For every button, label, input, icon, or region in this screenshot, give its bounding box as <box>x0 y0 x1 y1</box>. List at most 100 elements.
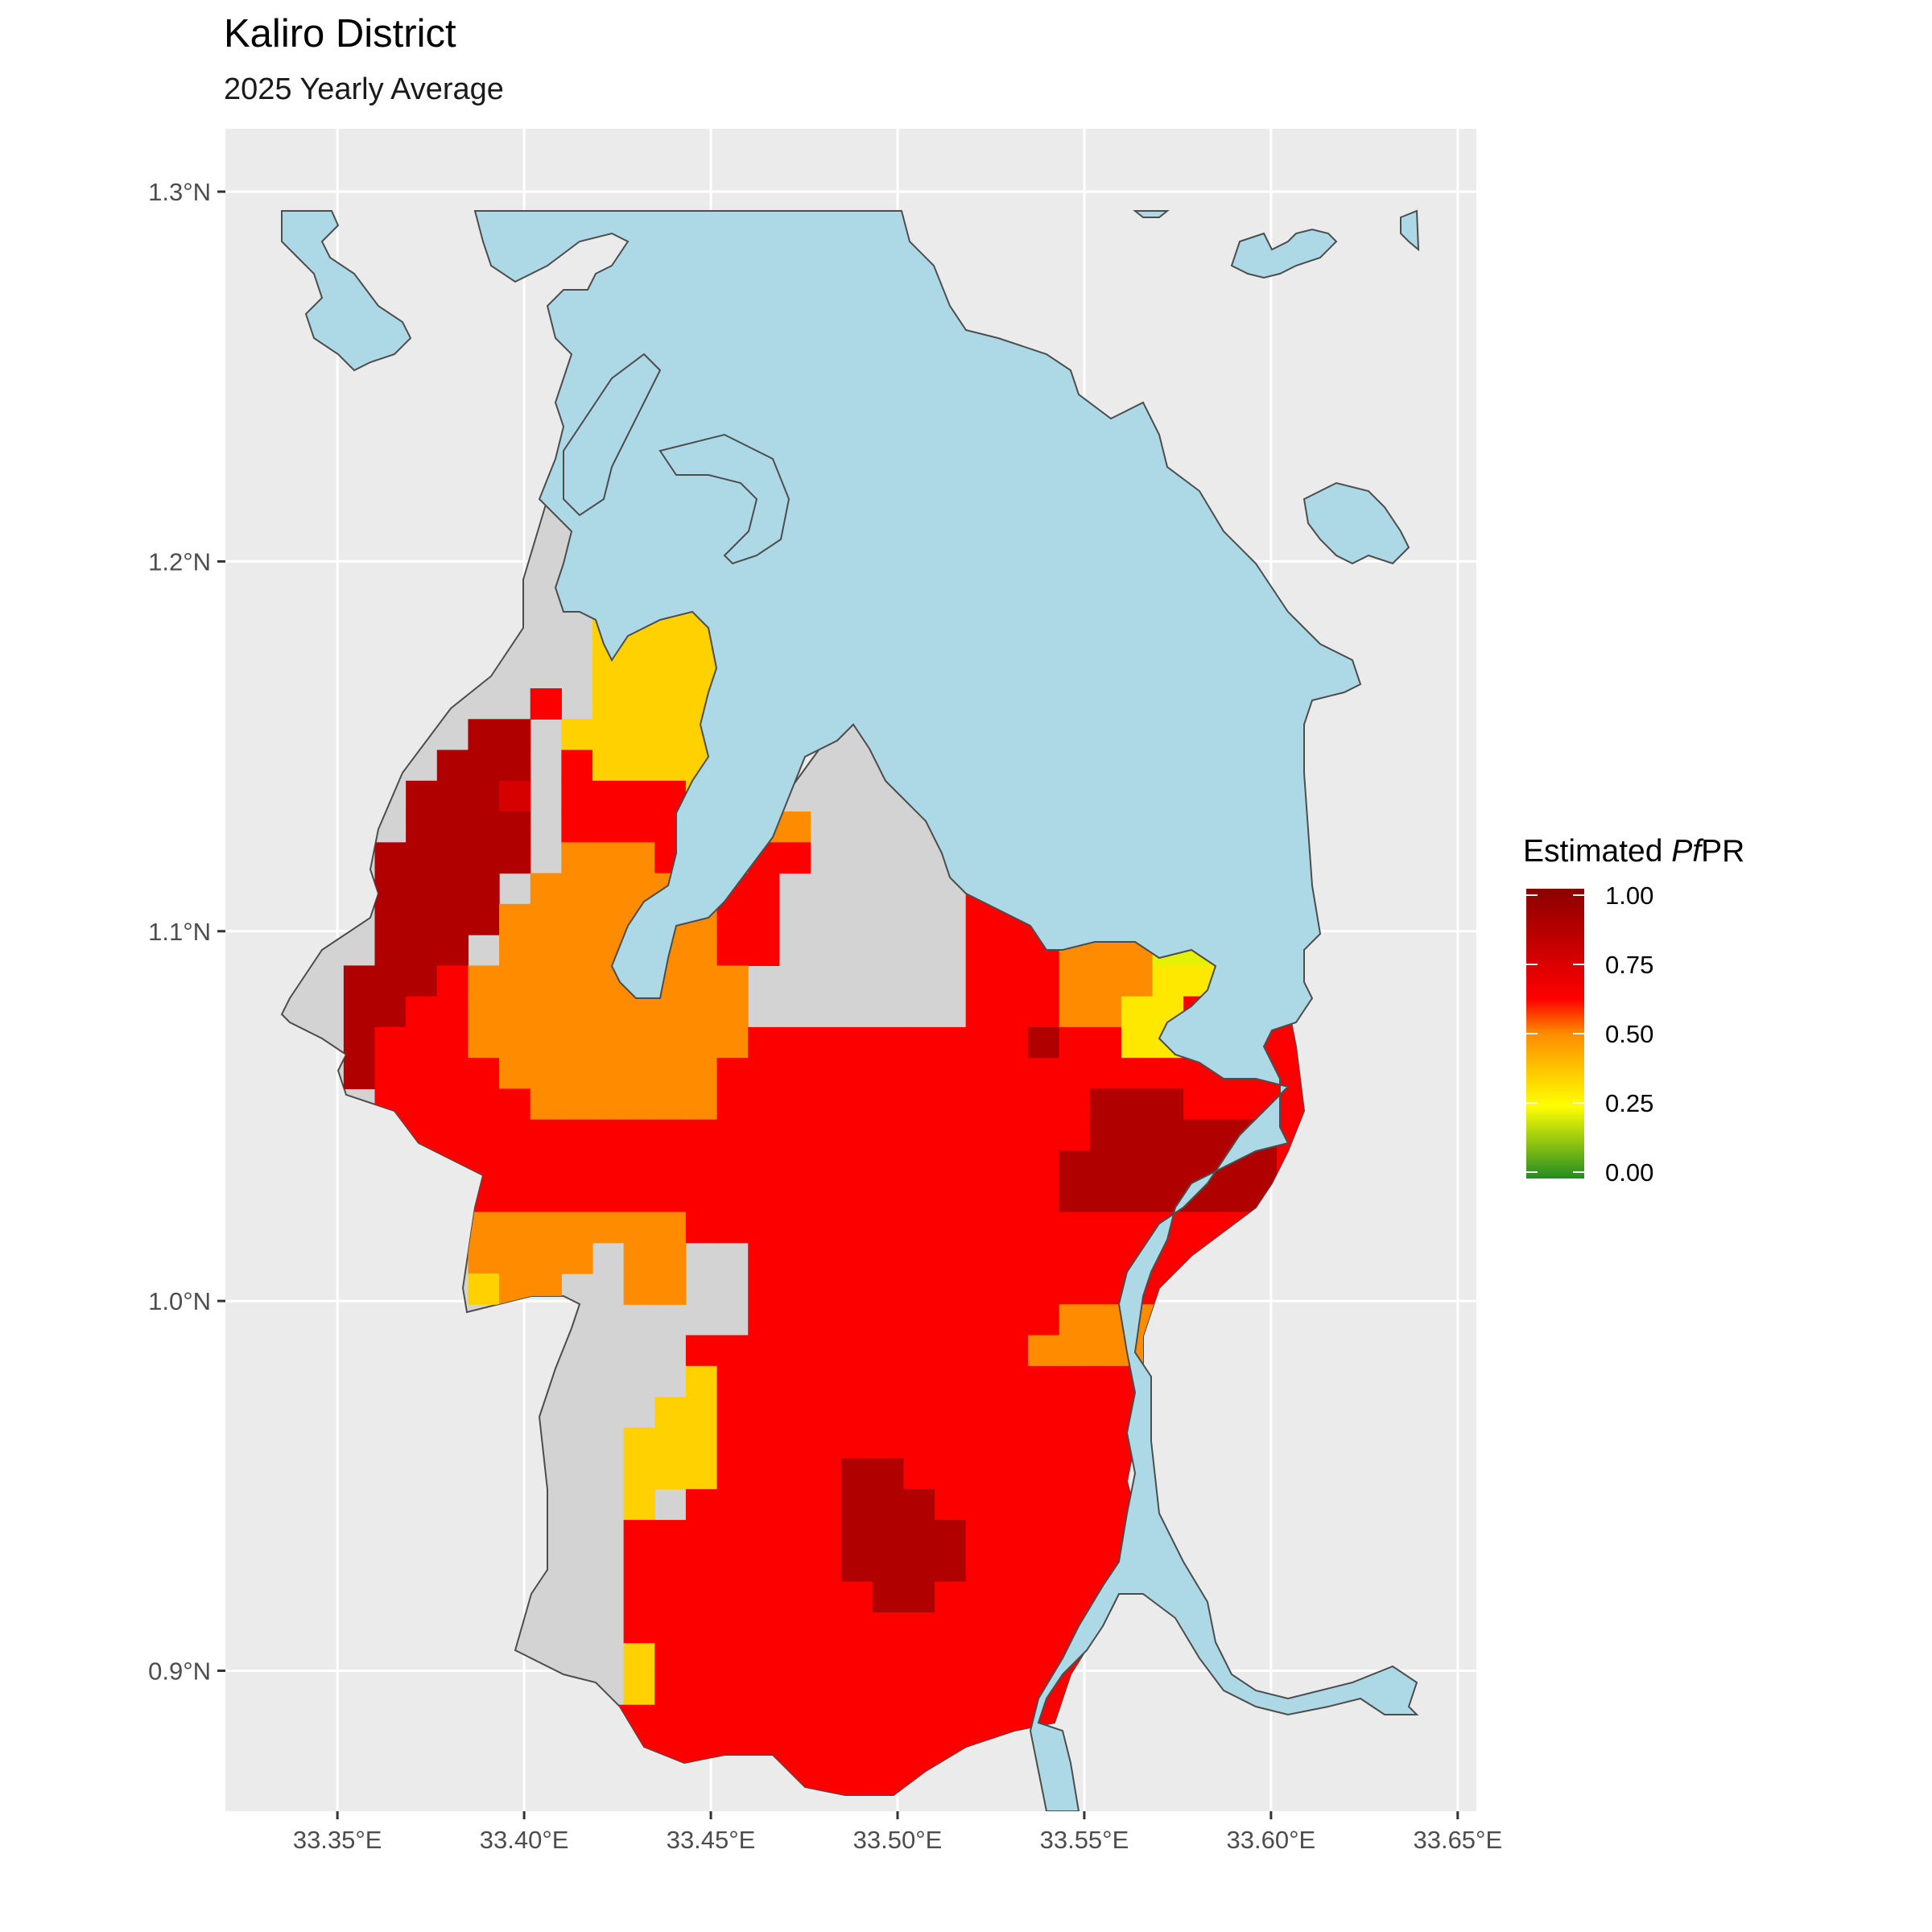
map-subtitle: 2025 Yearly Average <box>224 72 504 106</box>
raster-cell <box>748 1704 780 1736</box>
raster-cell <box>685 1581 718 1613</box>
raster-cell <box>374 873 407 905</box>
raster-cell <box>685 935 718 966</box>
raster-cell <box>997 1397 1029 1428</box>
lake-north-small <box>1133 210 1170 218</box>
raster-cell <box>841 1365 873 1397</box>
water-bodies <box>281 209 1420 1811</box>
raster-cell <box>1027 1212 1060 1244</box>
raster-cell <box>1059 1488 1091 1521</box>
raster-cell <box>716 1674 749 1706</box>
raster-cell <box>965 1365 997 1397</box>
legend-label: 0.75 <box>1605 951 1653 979</box>
raster-cell <box>810 1058 842 1090</box>
x-tick-label: 33.60°E <box>1227 1826 1316 1854</box>
raster-cell <box>592 842 625 874</box>
raster-cell <box>872 1058 905 1090</box>
raster-cell <box>997 996 1029 1028</box>
raster-cell <box>468 965 500 997</box>
raster-cell <box>1027 1488 1060 1521</box>
raster-cell <box>716 903 749 935</box>
raster-cell <box>935 1274 967 1305</box>
raster-cell <box>841 1088 873 1121</box>
raster-cell <box>592 1150 625 1182</box>
raster-cell <box>654 1612 687 1644</box>
raster-cell <box>872 1150 905 1182</box>
raster-cell <box>1027 1643 1060 1675</box>
raster-cell <box>841 1766 873 1795</box>
raster-cell <box>1183 1088 1216 1121</box>
raster-cell <box>654 1643 687 1675</box>
raster-cell <box>903 1520 935 1551</box>
raster-cell <box>748 935 780 966</box>
raster-cell <box>716 1581 749 1613</box>
raster-cell <box>716 1397 749 1428</box>
raster-cell <box>654 1674 687 1706</box>
raster-cell <box>935 1242 967 1274</box>
raster-cell <box>623 1212 655 1244</box>
raster-cell <box>374 996 407 1028</box>
raster-cell <box>1090 1119 1122 1151</box>
raster-cell <box>778 842 811 874</box>
raster-cell <box>903 1550 935 1583</box>
raster-cell <box>903 1274 935 1305</box>
raster-cell <box>810 1119 842 1151</box>
raster-cell <box>685 1212 718 1244</box>
raster-cell <box>1027 1581 1060 1613</box>
raster-cell <box>810 1828 841 1860</box>
raster-cell <box>965 1058 997 1090</box>
raster-cell <box>1027 1520 1060 1551</box>
raster-cell <box>623 1643 655 1675</box>
raster-cell <box>530 1212 562 1244</box>
x-tick-label: 33.65°E <box>1413 1826 1502 1854</box>
raster-cell <box>530 1058 562 1090</box>
raster-cell <box>499 1058 531 1090</box>
raster-cell <box>561 719 593 751</box>
raster-cell <box>965 1212 997 1244</box>
raster-cell <box>685 1119 718 1151</box>
raster-cell <box>1090 1365 1122 1397</box>
y-tick-label: 1.3°N <box>148 178 211 206</box>
raster-cell <box>716 1026 749 1059</box>
raster-cell <box>997 1828 1028 1860</box>
raster-cell <box>499 996 531 1028</box>
raster-cell <box>374 842 407 874</box>
raster-cell <box>530 1026 562 1059</box>
raster-cell <box>592 719 625 751</box>
raster-cell <box>623 719 655 751</box>
raster-cell <box>841 1735 873 1767</box>
raster-cell <box>623 657 655 689</box>
raster-cell <box>1090 1488 1122 1521</box>
raster-cell <box>748 1674 780 1706</box>
raster-cell <box>561 1026 593 1059</box>
raster-cell <box>685 1181 718 1213</box>
raster-cell <box>1245 1150 1278 1182</box>
raster-cell <box>872 1181 905 1213</box>
raster-cell <box>654 719 687 751</box>
raster-cell <box>499 1150 531 1182</box>
raster-cell <box>436 903 469 935</box>
raster-cell <box>468 811 500 843</box>
raster-cell <box>778 1242 811 1274</box>
raster-cell <box>965 1274 997 1305</box>
raster-cell <box>1121 1181 1154 1213</box>
raster-cell <box>997 1335 1029 1367</box>
raster-cell <box>468 873 500 905</box>
raster-cell <box>841 1026 873 1059</box>
raster-cell <box>499 1212 531 1244</box>
raster-cell <box>903 1119 935 1151</box>
raster-cell <box>748 1181 780 1213</box>
raster-cell <box>685 1458 718 1490</box>
raster-cell <box>374 935 407 966</box>
lake-northwest <box>281 210 412 372</box>
raster-cell <box>436 749 469 782</box>
raster-cell <box>468 1119 500 1151</box>
raster-cell <box>468 842 500 874</box>
raster-cell <box>436 1058 469 1090</box>
raster-cell <box>499 1088 531 1121</box>
raster-cell <box>468 780 500 812</box>
raster-cell <box>903 1150 935 1182</box>
raster-cell <box>685 1704 718 1736</box>
raster-cell <box>841 1643 873 1675</box>
raster-cell <box>997 1119 1029 1151</box>
